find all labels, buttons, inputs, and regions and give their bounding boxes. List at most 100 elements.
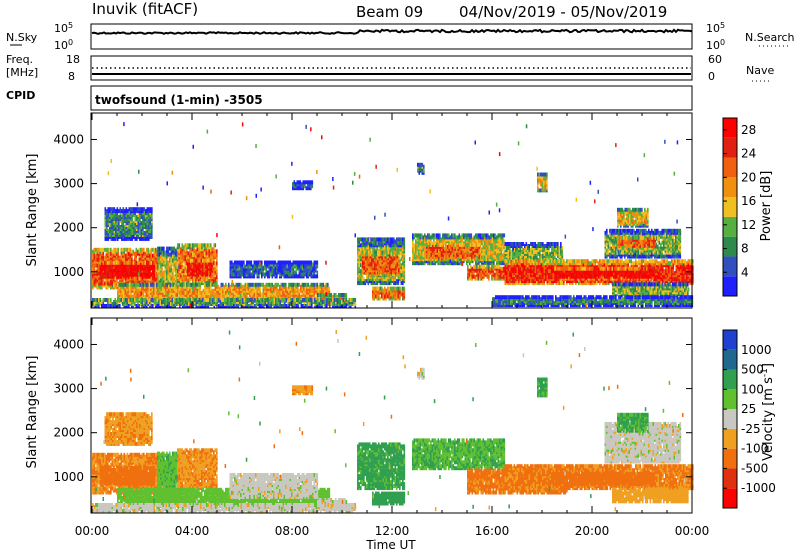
power-cell (211, 282, 214, 287)
nsearch-label: N.Search (745, 31, 795, 44)
power-cell (193, 258, 195, 263)
power-cell (418, 233, 420, 238)
power-cell (160, 272, 162, 277)
power-cell (111, 249, 114, 254)
power-cell (364, 237, 367, 242)
power-cell (189, 282, 191, 287)
power-cell (412, 233, 414, 238)
power-cell (163, 290, 166, 295)
power-cell (143, 211, 146, 216)
power-cell (262, 272, 265, 277)
power-cell (249, 268, 251, 273)
power-cell (108, 257, 111, 262)
power-cell (357, 271, 359, 276)
power-cell (95, 247, 97, 252)
power-cell (98, 279, 100, 284)
power-cell (208, 272, 210, 277)
power-cell (390, 252, 393, 257)
power-cell (231, 270, 233, 275)
power-cell (382, 288, 385, 293)
power-cell (178, 243, 181, 248)
power-cell (147, 290, 149, 295)
power-cell (130, 207, 132, 212)
power-cell (170, 260, 173, 265)
power-cell (217, 294, 220, 299)
power-cell (387, 237, 389, 242)
power-cell (192, 290, 194, 295)
power-cell (196, 268, 198, 273)
power-cell (216, 269, 218, 274)
power-cell (143, 207, 146, 212)
power-cell (378, 290, 380, 295)
power-cell (385, 288, 388, 293)
power-cell (144, 294, 146, 299)
power-cell (365, 266, 367, 271)
power-cell (170, 272, 173, 277)
power-cell (198, 282, 200, 287)
power-cell (199, 282, 202, 287)
power-cell (335, 293, 337, 297)
power-cell (300, 260, 302, 265)
power-cell (387, 266, 390, 271)
power-cell (180, 257, 182, 262)
power-cell (394, 239, 397, 244)
power-cell (424, 233, 426, 238)
power-cell (424, 237, 426, 242)
power-cell (118, 215, 120, 220)
power-cell (292, 282, 295, 287)
nsearch-top-tick: 105 (706, 21, 725, 36)
power-cell (390, 286, 392, 291)
power-cell (173, 268, 176, 273)
power-cell (421, 233, 423, 238)
power-cell (169, 252, 171, 257)
power-cell (113, 260, 115, 265)
power-cell (207, 243, 209, 248)
power-cell (374, 250, 376, 255)
power-cell (105, 260, 108, 265)
power-cell (98, 265, 100, 270)
power-cell (202, 288, 205, 293)
power-cell (158, 264, 161, 269)
power-cell (208, 253, 211, 258)
power-cell (128, 260, 130, 265)
power-cell (134, 251, 136, 256)
power-cell (148, 282, 151, 287)
power-cell (157, 276, 159, 281)
power-cell (105, 264, 108, 269)
power-cell (147, 257, 150, 262)
power-cell (129, 290, 131, 295)
power-cell (205, 294, 208, 299)
power-cell (391, 296, 394, 301)
power-cell (93, 253, 96, 258)
power-cell (107, 272, 109, 277)
power-cell (120, 247, 123, 252)
power-cell (137, 276, 139, 281)
power-cell (151, 215, 153, 220)
power-cell (250, 272, 253, 277)
power-cell (225, 290, 227, 295)
power-cell (394, 286, 397, 291)
power-cell (151, 294, 154, 299)
power-cell (321, 293, 324, 297)
power-cell (147, 296, 149, 301)
power-cell (129, 247, 132, 252)
power-cell (102, 260, 105, 265)
power-cell (317, 293, 319, 297)
power-cell (380, 260, 382, 265)
power-cell (129, 260, 132, 265)
power-cell (173, 246, 176, 251)
power-cell (99, 281, 102, 286)
power-cell (143, 251, 145, 256)
power-cell (105, 255, 108, 260)
power-cell (238, 260, 241, 265)
power-cell (291, 262, 293, 267)
power-cell (400, 237, 403, 242)
power-cell (153, 282, 155, 287)
power-cell (261, 260, 263, 265)
power-cell (301, 266, 304, 271)
power-cell (259, 282, 262, 287)
power-cell (141, 260, 144, 265)
power-cell (153, 272, 156, 277)
power-cell (264, 272, 266, 277)
power-cell (162, 282, 164, 287)
